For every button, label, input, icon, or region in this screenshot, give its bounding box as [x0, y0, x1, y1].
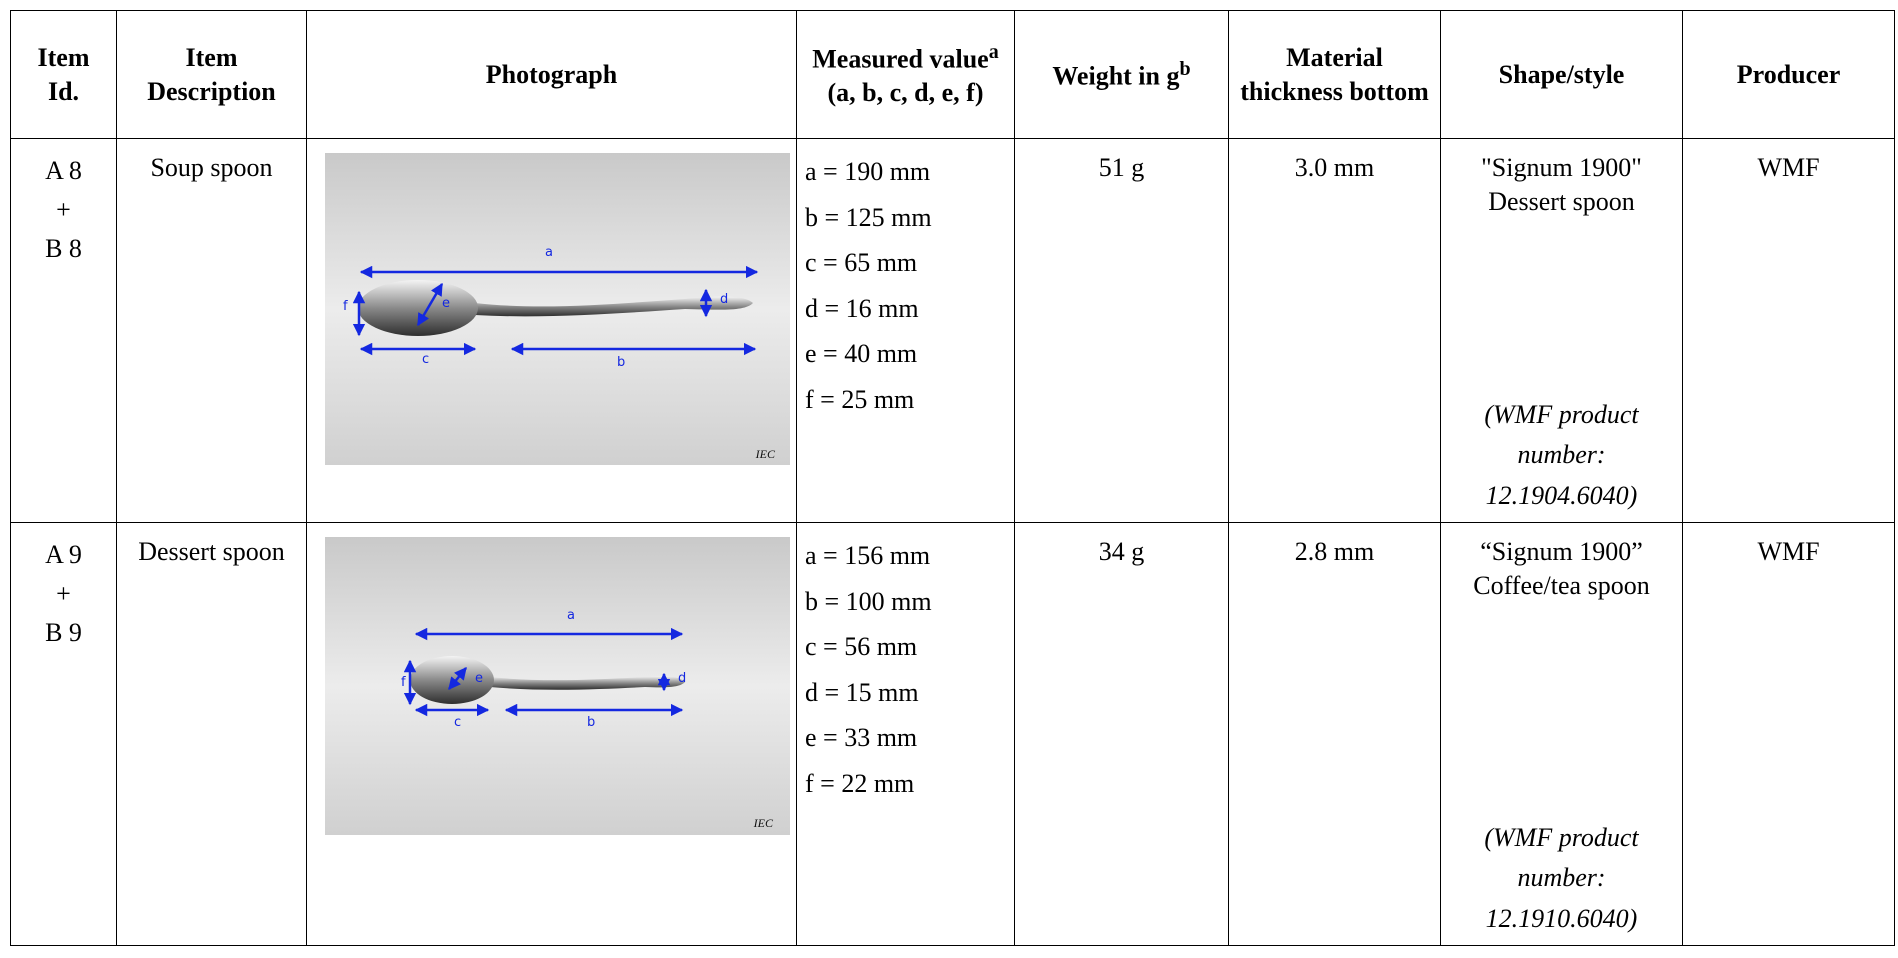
measured-value: e = 33 mm — [805, 715, 1006, 761]
product-note: (WMF product number: 12.1910.6040) — [1447, 818, 1676, 939]
page: Item Id. Item Description Photograph Mea… — [0, 0, 1898, 958]
measured-value: a = 156 mm — [805, 533, 1006, 579]
dimension-label: f — [401, 675, 406, 690]
thickness-cell: 2.8 mm — [1229, 523, 1441, 946]
photograph: a b c d e f IEC — [325, 153, 790, 465]
photo-cell: a b c d e f IEC — [307, 139, 797, 523]
header-row: Item Id. Item Description Photograph Mea… — [11, 11, 1895, 139]
shape-text: “Signum 1900” Coffee/tea spoon — [1449, 535, 1674, 603]
product-note: (WMF product number: 12.1904.6040) — [1447, 395, 1676, 516]
header-text: Measured value — [812, 45, 988, 74]
weight-cell: 34 g — [1015, 523, 1229, 946]
description-cell: Soup spoon — [117, 139, 307, 523]
item-id-line: A 9 — [19, 535, 108, 574]
dimension-label: a — [567, 608, 575, 623]
footnote-mark: b — [1180, 58, 1191, 80]
measured-value: f = 25 mm — [805, 377, 1006, 423]
header-cell: Producer — [1683, 11, 1895, 139]
shape-text: "Signum 1900" Dessert spoon — [1449, 151, 1674, 219]
footnote-mark: a — [989, 41, 999, 63]
thickness-cell: 3.0 mm — [1229, 139, 1441, 523]
producer-cell: WMF — [1683, 139, 1895, 523]
header-cell: Photograph — [307, 11, 797, 139]
shape-cell: “Signum 1900” Coffee/tea spoon (WMF produ… — [1441, 523, 1683, 946]
description-cell: Dessert spoon — [117, 523, 307, 946]
dimension-label: c — [422, 352, 429, 367]
item-id-line: + — [19, 574, 108, 613]
measured-value: e = 40 mm — [805, 331, 1006, 377]
header-text: Weight in g — [1052, 61, 1179, 90]
measured-value: c = 56 mm — [805, 624, 1006, 670]
measured-value: d = 16 mm — [805, 286, 1006, 332]
measured-value: b = 125 mm — [805, 195, 1006, 241]
dimension-label: a — [545, 245, 553, 260]
item-id-line: + — [19, 190, 108, 229]
item-id-line: B 9 — [19, 613, 108, 652]
dimension-label: f — [343, 299, 348, 314]
dimension-label: e — [442, 296, 450, 311]
header-cell: Weight in gb — [1015, 11, 1229, 139]
photo-credit: IEC — [753, 816, 774, 830]
dimension-label: d — [678, 671, 686, 686]
measured-value: d = 15 mm — [805, 670, 1006, 716]
item-id-line: B 8 — [19, 229, 108, 268]
item-id-cell: A 9+B 9 — [11, 523, 117, 946]
header-cell: Item Description — [117, 11, 307, 139]
header-cell: Material thickness bottom — [1229, 11, 1441, 139]
dimension-label: d — [720, 292, 728, 307]
item-id-line: A 8 — [19, 151, 108, 190]
photograph: a b c d e f IEC — [325, 537, 790, 835]
spoon-bowl — [358, 280, 478, 336]
header-cell: Shape/style — [1441, 11, 1683, 139]
measured-value: a = 190 mm — [805, 149, 1006, 195]
dimension-label: e — [475, 671, 483, 686]
photo-credit: IEC — [755, 447, 776, 461]
dimension-label: b — [587, 715, 595, 730]
shape-cell: "Signum 1900" Dessert spoon (WMF product … — [1441, 139, 1683, 523]
header-text: (a, b, c, d, e, f) — [828, 78, 984, 107]
item-id-cell: A 8+B 8 — [11, 139, 117, 523]
dimension-label: b — [617, 355, 625, 370]
producer-cell: WMF — [1683, 523, 1895, 946]
dimension-label: c — [454, 715, 461, 730]
photo-cell: a b c d e f IEC — [307, 523, 797, 946]
measured-value: f = 22 mm — [805, 761, 1006, 807]
weight-cell: 51 g — [1015, 139, 1229, 523]
spoon-table: Item Id. Item Description Photograph Mea… — [10, 10, 1895, 946]
measured-value: b = 100 mm — [805, 579, 1006, 625]
header-cell: Item Id. — [11, 11, 117, 139]
measured-value: c = 65 mm — [805, 240, 1006, 286]
header-cell: Measured valuea (a, b, c, d, e, f) — [797, 11, 1015, 139]
